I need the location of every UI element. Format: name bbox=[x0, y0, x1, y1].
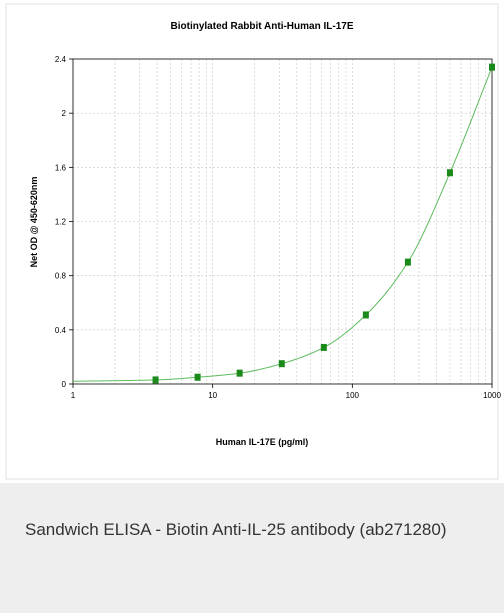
chart-frame bbox=[5, 3, 499, 480]
data-point bbox=[362, 311, 369, 319]
data-point bbox=[152, 376, 159, 384]
data-point bbox=[278, 360, 285, 368]
fit-curve bbox=[72, 66, 493, 382]
x-tick-label: 1 bbox=[71, 391, 76, 400]
y-tick-label: 0 bbox=[62, 380, 67, 389]
caption-text: Sandwich ELISA - Biotin Anti-IL-25 antib… bbox=[25, 520, 447, 539]
y-tick-label: 1.2 bbox=[55, 218, 67, 227]
y-tick-label: 0.4 bbox=[55, 326, 67, 335]
y-tick-label: 2.4 bbox=[55, 55, 67, 64]
axis-ticks: 1 10 100 1000 0 0.4 0.8 1.2 1.6 2 2.4 bbox=[55, 55, 502, 400]
x-axis-label: Human IL-17E (pg/ml) bbox=[216, 437, 309, 447]
y-axis-label: Net OD @ 450-620nm bbox=[29, 177, 39, 268]
x-tick-label: 10 bbox=[208, 391, 217, 400]
chart-title: Biotinylated Rabbit Anti-Human IL-17E bbox=[171, 21, 354, 32]
data-point bbox=[404, 258, 411, 266]
y-tick-label: 0.8 bbox=[55, 272, 67, 281]
data-point bbox=[489, 63, 495, 71]
x-tick-label: 1000 bbox=[483, 391, 501, 400]
y-tick-label: 1.6 bbox=[55, 163, 67, 172]
grid bbox=[73, 59, 492, 384]
data-points bbox=[152, 63, 495, 384]
figure-caption: Sandwich ELISA - Biotin Anti-IL-25 antib… bbox=[0, 483, 504, 613]
data-point bbox=[446, 169, 453, 177]
y-tick-label: 2 bbox=[62, 109, 67, 118]
x-tick-label: 100 bbox=[346, 391, 360, 400]
data-point bbox=[320, 343, 327, 351]
data-point bbox=[236, 369, 243, 377]
data-point bbox=[194, 373, 201, 381]
